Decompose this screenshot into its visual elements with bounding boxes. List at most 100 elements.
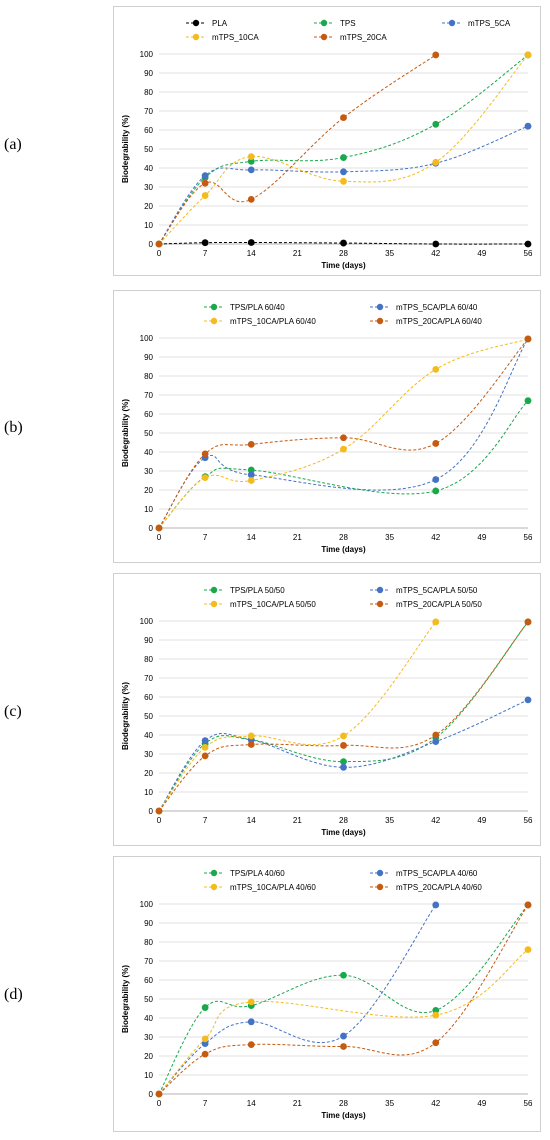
y-tick-label: 40 — [144, 164, 153, 173]
x-tick-label: 14 — [247, 816, 256, 825]
data-point — [432, 1011, 440, 1019]
chart-panel-d: 0 10 20 30 40 50 60 70 80 90 100 0 7 14 21 28 35 42 49 56 Ti… — [113, 856, 541, 1132]
data-point — [340, 168, 347, 176]
legend-marker — [376, 586, 384, 594]
x-tick-label: 14 — [247, 533, 256, 542]
legend-marker — [210, 883, 218, 891]
panel-label-c: (c) — [4, 703, 22, 720]
legend-marker — [376, 600, 384, 608]
data-point — [340, 445, 347, 453]
y-tick-label: 40 — [144, 1014, 153, 1023]
series-line — [158, 54, 529, 245]
chart-d-svg: 0 10 20 30 40 50 60 70 80 90 100 0 7 14 21 28 35 42 49 56 Ti… — [121, 869, 533, 1120]
y-tick-label: 10 — [144, 505, 153, 514]
series-line — [158, 904, 437, 1095]
legend-label: mTPS_20CA/PLA 50/50 — [396, 600, 482, 609]
data-point — [247, 157, 255, 165]
y-tick-label: 30 — [144, 183, 153, 192]
y-tick-label: 90 — [144, 636, 153, 645]
y-tick-label: 60 — [144, 126, 153, 135]
legend-marker — [210, 586, 218, 594]
data-point — [524, 51, 532, 59]
data-point — [524, 397, 532, 405]
legend-label: TPS/PLA 50/50 — [230, 586, 285, 595]
data-point — [432, 240, 440, 248]
panel-label-b: (b) — [4, 419, 23, 436]
data-point — [432, 618, 440, 626]
y-tick-label: 90 — [144, 353, 153, 362]
y-tick-label: 70 — [144, 674, 153, 683]
y-tick-label: 20 — [144, 202, 153, 211]
data-point — [201, 179, 209, 187]
legend-label: TPS/PLA 40/60 — [230, 869, 285, 878]
data-point — [340, 1032, 347, 1040]
data-point — [524, 946, 532, 953]
data-point — [201, 1050, 209, 1058]
y-tick-label: 20 — [144, 769, 153, 778]
data-point — [201, 474, 209, 482]
x-tick-label: 0 — [157, 533, 162, 542]
x-tick-label: 42 — [431, 249, 440, 258]
x-tick-label: 14 — [247, 1099, 256, 1108]
x-tick-label: 21 — [293, 249, 302, 258]
data-point — [432, 365, 440, 373]
x-tick-label: 0 — [157, 249, 162, 258]
y-tick-label: 0 — [149, 1090, 154, 1099]
data-point — [432, 738, 440, 746]
x-tick-label: 0 — [157, 1099, 162, 1108]
series-line — [158, 904, 529, 1095]
legend-label: mTPS_5CA/PLA 50/50 — [396, 586, 478, 595]
data-point — [524, 618, 532, 626]
y-tick-label: 90 — [144, 919, 153, 928]
y-tick-label: 100 — [140, 617, 154, 626]
data-point — [340, 971, 347, 979]
data-point — [155, 1090, 163, 1098]
x-tick-label: 28 — [339, 816, 348, 825]
data-point — [247, 1041, 255, 1048]
y-tick-label: 70 — [144, 107, 153, 116]
x-tick-label: 35 — [385, 1099, 394, 1108]
y-tick-label: 80 — [144, 88, 153, 97]
x-tick-label: 35 — [385, 533, 394, 542]
data-point — [201, 172, 209, 180]
y-tick-label: 20 — [144, 1052, 153, 1061]
y-tick-label: 80 — [144, 655, 153, 664]
legend-marker — [448, 19, 456, 27]
panel-label-d: (d) — [4, 986, 23, 1003]
data-point — [432, 487, 440, 495]
x-tick-label: 14 — [247, 249, 256, 258]
data-point — [247, 466, 255, 474]
x-tick-label: 7 — [203, 249, 208, 258]
x-tick-label: 28 — [339, 249, 348, 258]
legend-label: mTPS_20CA/PLA 40/60 — [396, 883, 482, 892]
data-point — [340, 732, 347, 740]
y-tick-label: 10 — [144, 788, 153, 797]
data-point — [247, 1018, 255, 1026]
y-tick-label: 0 — [149, 807, 154, 816]
y-axis-label: Biodegrability (%) — [121, 399, 130, 467]
data-point — [524, 901, 532, 909]
x-axis-label: Time (days) — [321, 545, 366, 554]
data-point — [247, 471, 255, 479]
legend-marker — [376, 869, 384, 877]
data-point — [340, 154, 347, 161]
series-line — [158, 621, 529, 812]
data-point — [201, 1040, 209, 1048]
series-line — [158, 54, 529, 245]
legend-label: mTPS_20CA — [340, 33, 387, 42]
data-point — [247, 741, 255, 748]
data-point — [432, 440, 440, 447]
data-point — [524, 240, 532, 248]
series-line — [158, 699, 529, 812]
x-tick-label: 7 — [203, 816, 208, 825]
legend-marker — [376, 317, 384, 325]
data-point — [201, 737, 209, 745]
y-axis-label: Biodegrability (%) — [121, 682, 130, 750]
series-line — [158, 338, 529, 529]
data-point — [524, 335, 532, 343]
legend-marker — [192, 19, 200, 27]
data-point — [155, 240, 163, 248]
x-tick-label: 56 — [524, 816, 533, 825]
data-point — [340, 434, 347, 442]
data-point — [432, 731, 440, 739]
